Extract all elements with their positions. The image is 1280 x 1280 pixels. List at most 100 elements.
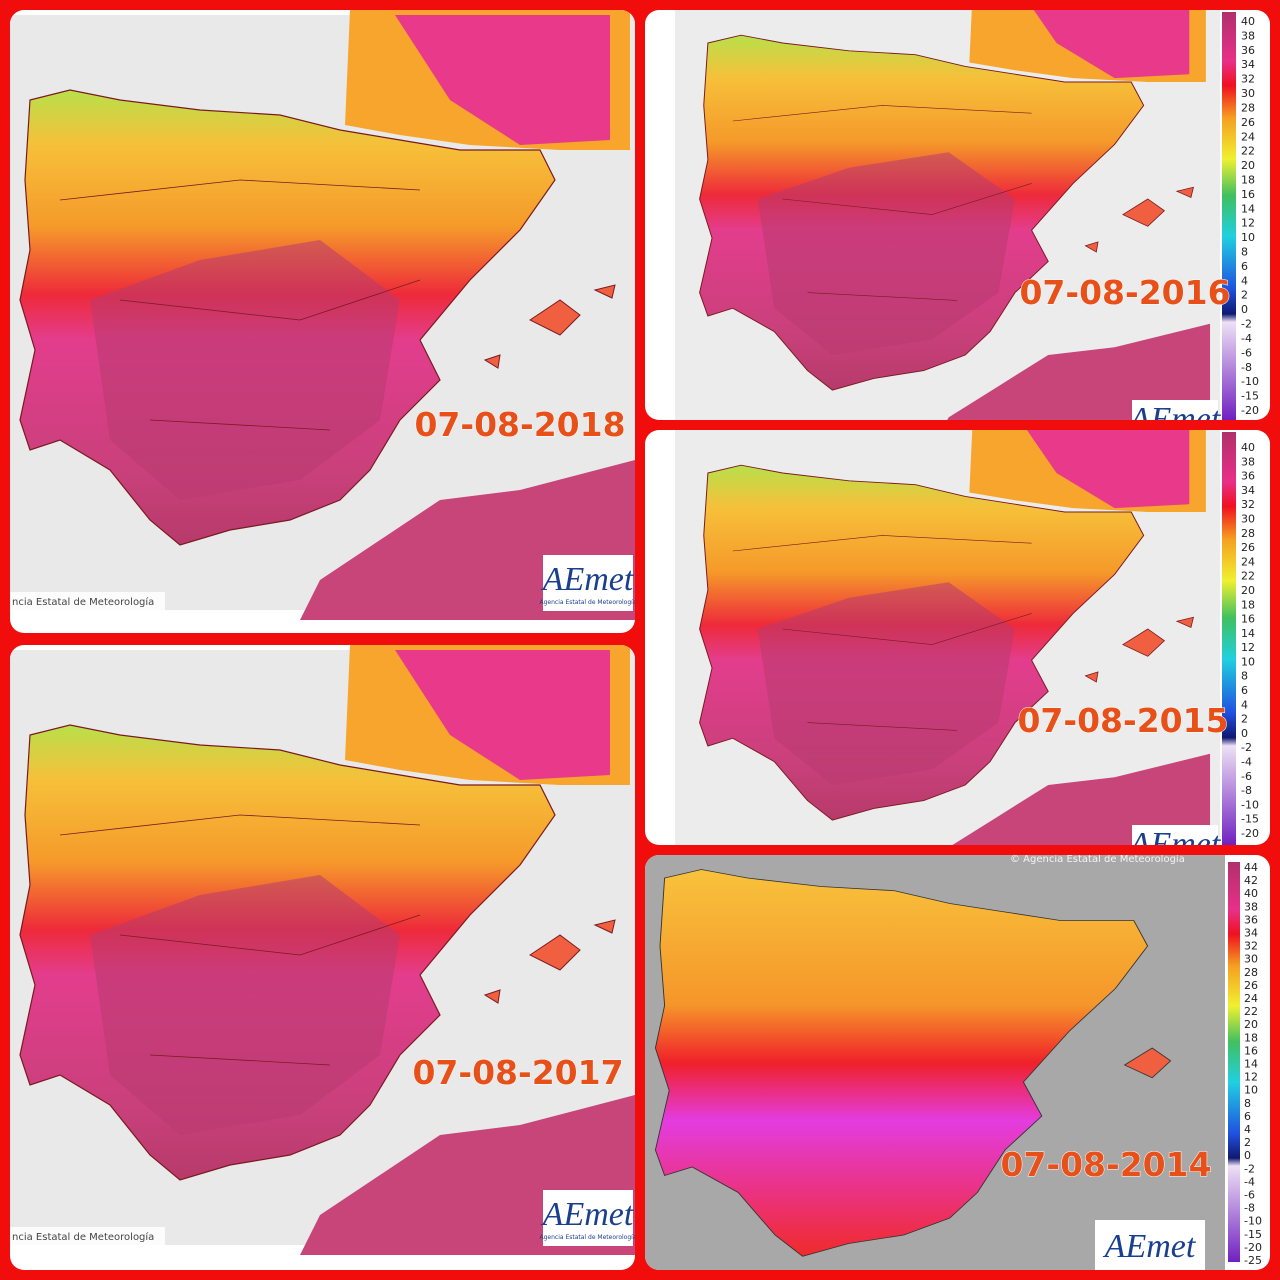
scale-label: 6 [1241, 260, 1248, 273]
map [654, 869, 1172, 1257]
logo-box [1095, 1220, 1205, 1270]
scale-label: 34 [1241, 58, 1255, 71]
logo-subtitle: Agencia Estatal de Meteorología [540, 599, 637, 606]
scale-label: 4 [1244, 1123, 1251, 1136]
scale-label: 8 [1244, 1097, 1251, 1110]
logo: AEmet [1128, 826, 1222, 863]
scale-label: -10 [1241, 375, 1259, 388]
scale-label: -4 [1241, 332, 1252, 345]
scale-label: 40 [1241, 15, 1255, 28]
scale-label: 36 [1241, 44, 1255, 57]
scale-label: 22 [1241, 570, 1255, 583]
scale-label: 22 [1241, 145, 1255, 158]
panel-2017: 07-08-2017 AEmet Agencia Estatal de Mete… [10, 645, 637, 1270]
scale-label: 18 [1241, 598, 1255, 611]
scale-label: -2 [1241, 318, 1252, 331]
logo-box [1132, 400, 1218, 420]
scale-label: 4 [1241, 274, 1248, 287]
credit: ncia Estatal de Meteorología [12, 1231, 154, 1243]
scale-label: 12 [1241, 641, 1255, 654]
scale-label: 2 [1244, 1136, 1251, 1149]
scale-label: 16 [1241, 188, 1255, 201]
scale-label: -8 [1241, 784, 1252, 797]
scale-label: -8 [1244, 1202, 1255, 1215]
scale-label: 26 [1241, 541, 1255, 554]
color-scale [1222, 12, 1236, 420]
scale-label: 36 [1244, 913, 1258, 926]
scale-label: -6 [1244, 1189, 1255, 1202]
iberia [654, 869, 1149, 1257]
scale-label: -2 [1241, 741, 1252, 754]
credit-box [10, 592, 165, 610]
scale-label: 32 [1244, 940, 1258, 953]
scale-label: 28 [1241, 527, 1255, 540]
date-label: 07-08-2017 [412, 1053, 623, 1092]
scale-label: 24 [1241, 130, 1255, 143]
scale-label: 12 [1244, 1071, 1258, 1084]
island [1123, 1047, 1172, 1079]
scale-label: -2 [1244, 1162, 1255, 1175]
panel-2018: 07-08-2018 AEmet Agencia Estatal de Mete… [10, 10, 637, 633]
scale-label: 4 [1241, 698, 1248, 711]
scale-label: -20 [1244, 1241, 1262, 1254]
scale-labels: 4038363432302826242220181614121086420-2-… [1241, 15, 1259, 417]
scale-label: 12 [1241, 217, 1255, 230]
scale-label: 16 [1244, 1044, 1258, 1057]
date-label: 07-08-2014 [1000, 1145, 1211, 1184]
scale-label: 2 [1241, 289, 1248, 302]
scale-label: 14 [1244, 1058, 1258, 1071]
scale-label: 42 [1244, 874, 1258, 887]
logo-box [543, 1190, 633, 1246]
scale-label: -20 [1241, 827, 1259, 840]
logo-box [1132, 825, 1218, 845]
scale-label: 16 [1241, 613, 1255, 626]
scale-label: 18 [1244, 1031, 1258, 1044]
scale-label: 10 [1241, 655, 1255, 668]
logo: AEmet [541, 561, 635, 598]
scale-label: 34 [1244, 927, 1258, 940]
scale-label: 2 [1241, 713, 1248, 726]
logo-box [543, 555, 633, 611]
scale-label: 24 [1244, 992, 1258, 1005]
scale-label: 24 [1241, 555, 1255, 568]
scale-label: 8 [1241, 246, 1248, 259]
scale-label: 34 [1241, 484, 1255, 497]
scale-label: 26 [1244, 979, 1258, 992]
scale-labels: 4442403836343230282624222018161412108642… [1244, 861, 1262, 1267]
scale-label: 44 [1244, 861, 1258, 874]
scale-label: -8 [1241, 361, 1252, 374]
scale-label: 0 [1244, 1149, 1251, 1162]
scale-label: -4 [1241, 756, 1252, 769]
credit: ncia Estatal de Meteorología [12, 596, 154, 608]
credit-box [10, 1227, 165, 1245]
scale-label: -4 [1244, 1175, 1255, 1188]
scale-label: -15 [1244, 1228, 1262, 1241]
logo-subtitle: Agencia Estatal de Meteorología [540, 1234, 637, 1241]
panel-2015: 4038363432302826242220181614121086420-2-… [645, 430, 1270, 863]
scale-label: 6 [1244, 1110, 1251, 1123]
color-scale [1228, 862, 1240, 1262]
scale-label: 26 [1241, 116, 1255, 129]
scale-label: 14 [1241, 627, 1255, 640]
panel-2016: 4038363432302826242220181614121086420-2-… [645, 10, 1270, 438]
scale-label: 20 [1241, 584, 1255, 597]
scale-label: 36 [1241, 470, 1255, 483]
logo: AEmet [1128, 401, 1222, 438]
scale-label: 6 [1241, 684, 1248, 697]
logo: AEmet [541, 1196, 635, 1233]
scale-label: 38 [1241, 29, 1255, 42]
logo: AEmet [1103, 1228, 1197, 1265]
scale-label: -15 [1241, 813, 1259, 826]
scale-label: 30 [1241, 512, 1255, 525]
scale-label: -25 [1244, 1254, 1262, 1267]
date-label: 07-08-2016 [1019, 273, 1230, 312]
scale-label: 10 [1241, 231, 1255, 244]
scale-label: 40 [1241, 441, 1255, 454]
date-label: 07-08-2015 [1017, 701, 1228, 740]
scale-label: -20 [1241, 404, 1259, 417]
scale-label: 30 [1241, 87, 1255, 100]
scale-label: 28 [1244, 966, 1258, 979]
